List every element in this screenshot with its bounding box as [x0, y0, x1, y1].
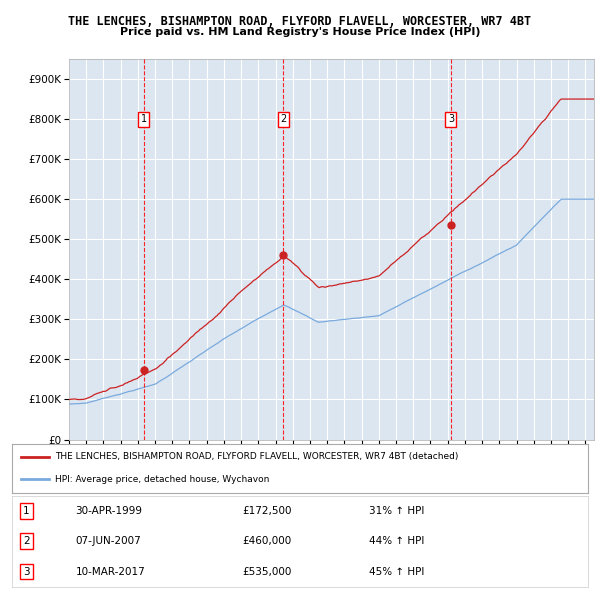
- Text: 44% ↑ HPI: 44% ↑ HPI: [369, 536, 424, 546]
- Text: 1: 1: [140, 114, 146, 124]
- Text: HPI: Average price, detached house, Wychavon: HPI: Average price, detached house, Wych…: [55, 475, 269, 484]
- Text: 10-MAR-2017: 10-MAR-2017: [76, 566, 145, 576]
- Text: 3: 3: [448, 114, 454, 124]
- Text: 45% ↑ HPI: 45% ↑ HPI: [369, 566, 424, 576]
- Text: 31% ↑ HPI: 31% ↑ HPI: [369, 506, 424, 516]
- Text: 2: 2: [280, 114, 286, 124]
- Text: THE LENCHES, BISHAMPTON ROAD, FLYFORD FLAVELL, WORCESTER, WR7 4BT (detached): THE LENCHES, BISHAMPTON ROAD, FLYFORD FL…: [55, 453, 458, 461]
- Text: 3: 3: [23, 566, 30, 576]
- Text: £535,000: £535,000: [242, 566, 292, 576]
- Text: THE LENCHES, BISHAMPTON ROAD, FLYFORD FLAVELL, WORCESTER, WR7 4BT: THE LENCHES, BISHAMPTON ROAD, FLYFORD FL…: [68, 15, 532, 28]
- Text: 07-JUN-2007: 07-JUN-2007: [76, 536, 141, 546]
- Text: £460,000: £460,000: [242, 536, 292, 546]
- Text: £172,500: £172,500: [242, 506, 292, 516]
- Text: 2: 2: [23, 536, 30, 546]
- Text: 1: 1: [23, 506, 30, 516]
- Text: Price paid vs. HM Land Registry's House Price Index (HPI): Price paid vs. HM Land Registry's House …: [120, 27, 480, 37]
- Text: 30-APR-1999: 30-APR-1999: [76, 506, 142, 516]
